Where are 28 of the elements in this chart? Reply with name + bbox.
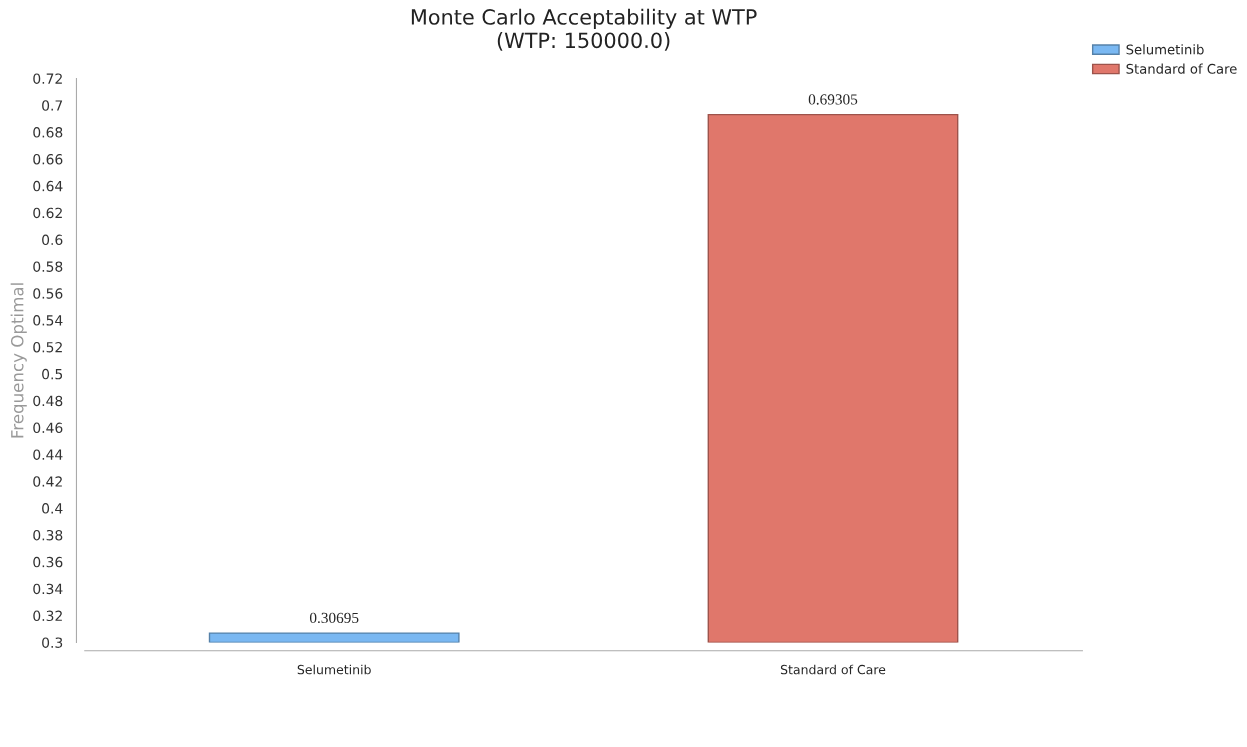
legend-label: Selumetinib — [1126, 44, 1204, 55]
y-tick-label: 0.6 — [42, 234, 63, 246]
y-tick-label: 0.62 — [33, 207, 62, 219]
y-tick-label: 0.58 — [33, 261, 63, 272]
y-tick-label: 0.54 — [33, 315, 63, 326]
y-tick-label: 0.68 — [33, 127, 63, 138]
data-label: 0.30695 — [309, 612, 359, 624]
y-tick-label: 0.42 — [33, 476, 62, 487]
y-tick-label: 0.7 — [42, 100, 63, 111]
y-tick-label: 0.64 — [33, 180, 63, 192]
legend-label: Standard of Care — [1126, 63, 1237, 74]
y-axis-title: Frequency Optimal — [10, 283, 27, 438]
y-tick-label: 0.56 — [33, 288, 63, 299]
y-tick-label: 0.36 — [33, 556, 63, 568]
y-tick-label: 0.44 — [33, 449, 63, 460]
y-tick-label: 0.52 — [33, 341, 62, 353]
data-label: 0.69305 — [808, 94, 858, 105]
y-tick-label: 0.5 — [42, 368, 63, 380]
y-tick-label: 0.72 — [33, 73, 62, 84]
y-tick-label: 0.38 — [33, 529, 63, 541]
y-tick-label: 0.48 — [33, 395, 63, 407]
chart-title: Monte Carlo Acceptability at WTP (WTP: 150000.0) — [411, 8, 757, 51]
y-tick-label: 0.46 — [33, 422, 63, 434]
y-tick-label: 0.34 — [33, 583, 63, 595]
y-tick-label: 0.3 — [42, 637, 63, 648]
y-tick-label: 0.32 — [33, 610, 62, 622]
y-tick-label: 0.66 — [33, 153, 63, 165]
y-tick-label: 0.4 — [42, 503, 63, 514]
